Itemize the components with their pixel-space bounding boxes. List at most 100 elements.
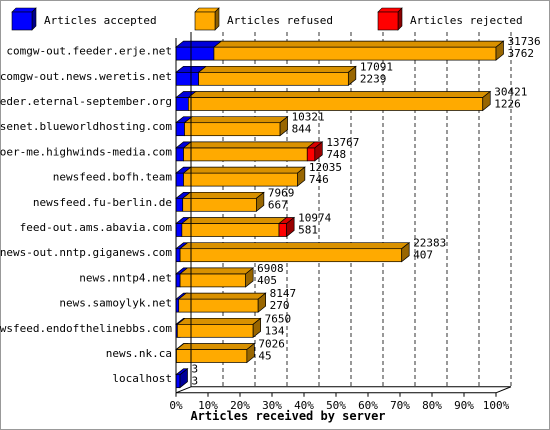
bar-accepted-label: 844	[292, 123, 312, 136]
bar-segment	[278, 223, 288, 237]
y-tick-label: newsfeed.bofh.team	[53, 171, 173, 184]
bar-segment	[176, 349, 248, 363]
bar-segment-top	[182, 166, 306, 174]
bar-accepted-label: 270	[270, 299, 290, 312]
bar-total-label: 22383	[413, 237, 446, 250]
bar-segment-side	[401, 241, 410, 263]
x-tick-label: 50%	[326, 399, 346, 412]
bar-total-label: 31736	[508, 35, 541, 48]
bar-segment-side	[297, 166, 306, 187]
bar-accepted-label: 1226	[494, 98, 521, 111]
bar-segment-top	[177, 292, 267, 300]
bar-segment	[179, 248, 403, 263]
bar-total-label: 13767	[326, 136, 359, 149]
bar-segment	[181, 223, 280, 237]
bar-total-label: 12035	[309, 161, 342, 174]
bar-segment	[175, 97, 189, 111]
bar-total-label: 3	[192, 363, 199, 376]
bar-segment-top	[175, 343, 256, 350]
bar-total-label: 10321	[292, 111, 325, 124]
bar-segment-side	[314, 141, 323, 162]
bar-segment	[177, 323, 254, 338]
bar-segment-top	[212, 40, 505, 48]
bar-segment	[213, 46, 497, 61]
bar-segment-side	[179, 367, 188, 389]
bar-accepted-label: 45	[258, 350, 271, 363]
y-tick-label: comgw-out.news.weretis.net	[0, 70, 172, 83]
legend-label: Articles refused	[227, 14, 333, 27]
bar-segment-top	[187, 91, 492, 98]
x-tick-label: 0%	[169, 399, 183, 412]
bar-segment	[175, 46, 215, 61]
bar-segment-side	[347, 65, 357, 87]
x-tick-label: 80%	[422, 399, 442, 412]
bar-total-label: 17091	[360, 60, 393, 73]
x-tick-label: 100%	[483, 399, 510, 412]
y-tick-label: newsfeed.fu-berlin.de	[33, 196, 172, 209]
bar-segment	[183, 147, 308, 162]
bar-accepted-label: 405	[257, 274, 277, 287]
bar-segment-side	[482, 90, 491, 112]
bar-segment	[175, 197, 184, 212]
bar-segment-top	[183, 116, 289, 124]
legend-swatch	[377, 11, 399, 31]
bar-segment	[175, 374, 181, 389]
bar-segment	[179, 273, 247, 288]
bar-accepted-label: 746	[309, 173, 329, 186]
legend-swatch	[194, 11, 216, 31]
bar-accepted-label: 134	[265, 324, 285, 337]
legend-swatch-side	[214, 7, 220, 31]
bar-accepted-label: 667	[268, 198, 288, 211]
y-tick-label: comgw-out.feeder.erje.net	[6, 45, 172, 58]
bar-segment-side	[252, 317, 261, 339]
y-tick-label: news.nk.ca	[106, 347, 172, 360]
legend-swatch	[11, 11, 33, 31]
bar-segment	[184, 122, 281, 137]
bar-total-label: 8147	[270, 287, 297, 300]
bar-total-label: 30421	[494, 86, 527, 99]
bar-segment	[175, 122, 185, 137]
legend-label: Articles rejected	[410, 14, 523, 27]
bar-total-label: 7650	[265, 312, 292, 325]
bar-segment	[306, 147, 316, 162]
bar-segment	[175, 71, 199, 86]
bar-segment	[183, 172, 298, 187]
y-tick-label: localhost	[112, 372, 172, 385]
x-tick-label: 10%	[198, 399, 218, 412]
bar-segment	[188, 97, 484, 111]
bar-total-label: 7969	[268, 186, 295, 199]
bar-segment-side	[257, 292, 266, 313]
bar-accepted-label: 3	[192, 375, 199, 388]
x-tick-label: 60%	[358, 399, 378, 412]
y-tick-label: news.samoylyk.net	[59, 297, 172, 310]
bar-total-label: 6908	[257, 262, 284, 275]
bar-segment-side	[495, 40, 504, 61]
bar-segment-side	[256, 191, 265, 213]
y-tick-label: feed-out.ams.abavia.com	[20, 221, 173, 234]
legend-label: Articles accepted	[44, 14, 157, 27]
x-tick-label: 30%	[262, 399, 282, 412]
bar-segment	[198, 71, 349, 86]
bar-accepted-label: 3762	[508, 47, 535, 60]
x-tick-label: 20%	[230, 399, 250, 412]
bar-accepted-label: 748	[326, 148, 346, 161]
bar-total-label: 7026	[258, 338, 285, 351]
bar-segment-side	[246, 342, 255, 364]
y-tick-label: news-out.nntp.giganews.com	[0, 246, 172, 259]
bar-segment-top	[176, 317, 262, 325]
bar-segment	[175, 147, 184, 162]
x-tick-label: 70%	[390, 399, 410, 412]
bar-segment	[175, 273, 181, 288]
x-tick-label: 40%	[294, 399, 314, 412]
legend: Articles accepted Articles refused Article…	[11, 7, 523, 31]
bar-segment-side	[245, 267, 254, 288]
bar-total-label: 10974	[298, 212, 331, 225]
bars	[175, 40, 505, 389]
y-tick-label: feeder.eternal-september.org	[0, 95, 172, 108]
bar-segment	[182, 197, 257, 212]
bar-segment-top	[181, 191, 265, 199]
bar-segment	[175, 172, 184, 187]
bar-segment	[175, 248, 181, 263]
